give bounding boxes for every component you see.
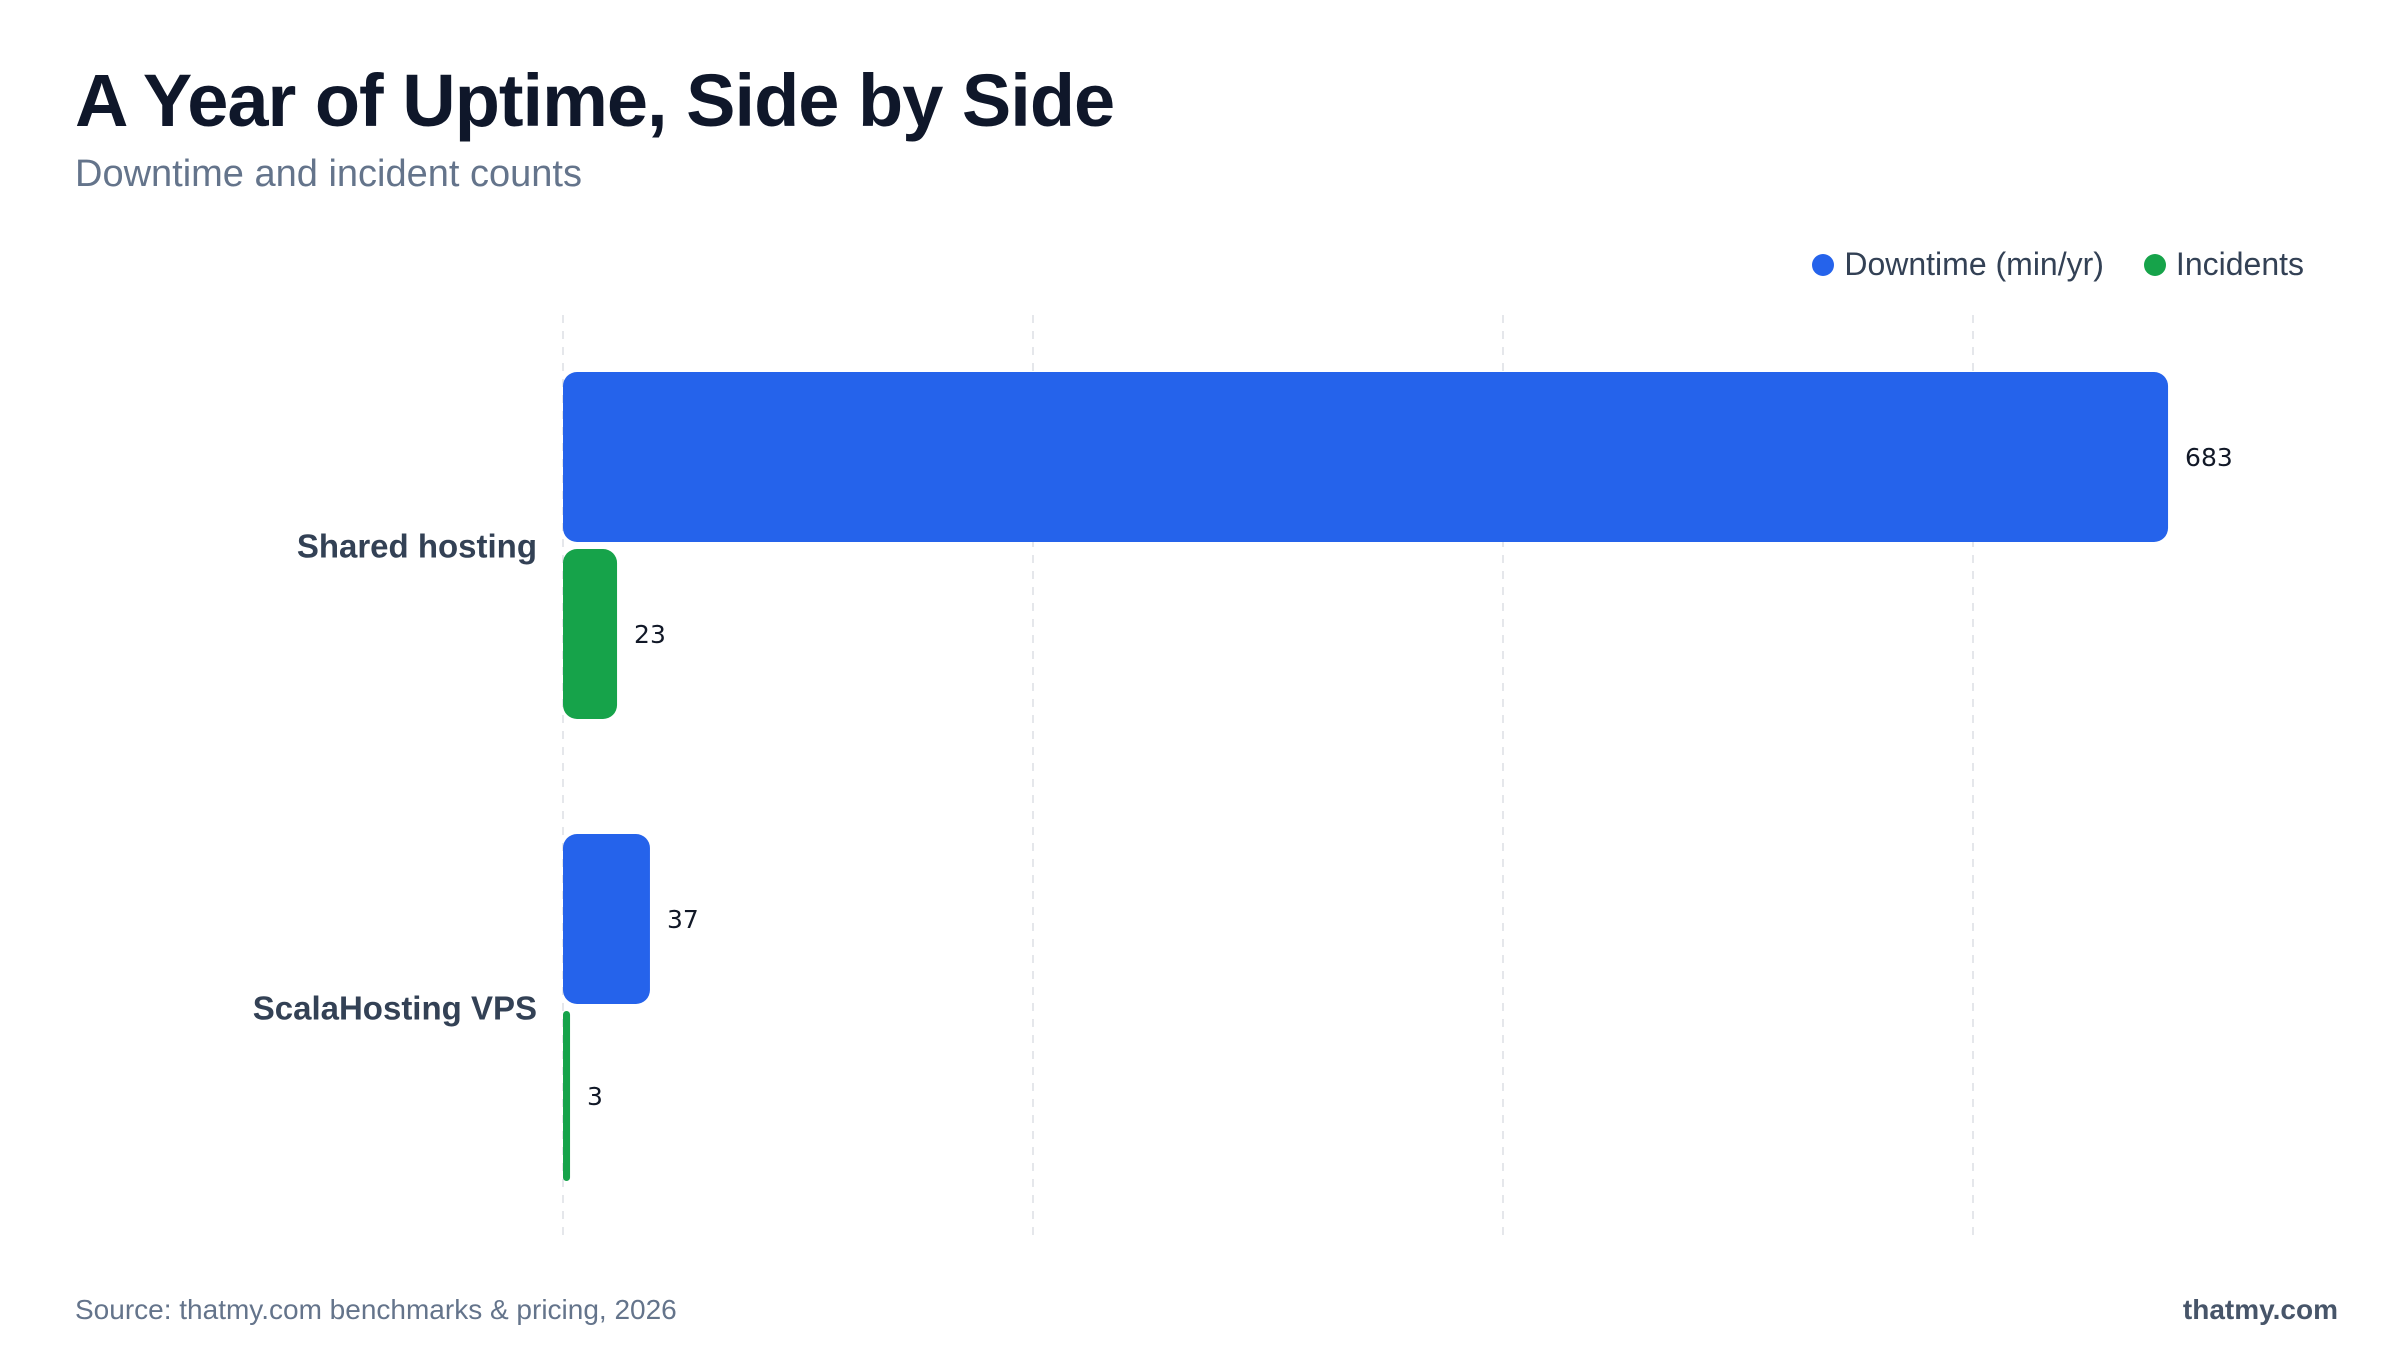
page-title: A Year of Uptime, Side by Side (75, 59, 1115, 142)
legend-label-incidents: Incidents (2175, 246, 2304, 282)
legend-item-downtime: Downtime (min/yr) (1812, 246, 2104, 283)
legend-item-incidents: Incidents (2143, 246, 2304, 283)
legend-label-downtime: Downtime (min/yr) (1844, 246, 2104, 282)
data-label: 3 (587, 1082, 603, 1111)
chart-legend: Downtime (min/yr) Incidents (1812, 246, 2304, 283)
page-subtitle: Downtime and incident counts (75, 153, 582, 195)
data-label: 23 (634, 620, 666, 649)
bar-downtime (563, 834, 650, 1004)
data-label: 37 (667, 905, 699, 934)
brand-label: thatmy.com (2182, 1294, 2338, 1325)
data-label: 683 (2185, 443, 2233, 472)
bar-incidents (563, 549, 618, 719)
bar-incidents (563, 1011, 571, 1181)
category-label: Shared hosting (297, 528, 537, 565)
category-label: ScalaHosting VPS (253, 990, 537, 1027)
bar-downtime (563, 372, 2169, 542)
legend-swatch-downtime (1812, 253, 1835, 276)
legend-swatch-incidents (2143, 253, 2166, 276)
source-note: Source: thatmy.com benchmarks & pricing,… (75, 1294, 677, 1325)
